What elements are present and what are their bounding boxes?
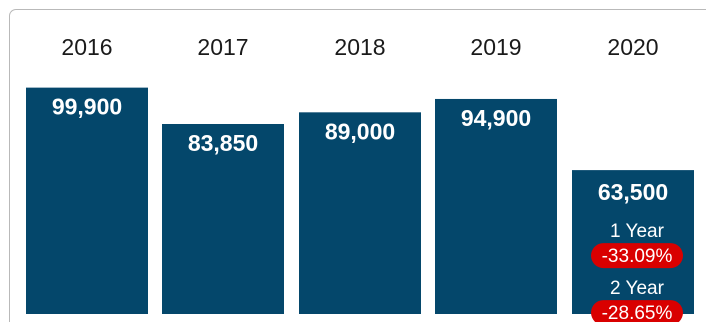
year-label-2016: 2016	[61, 34, 112, 60]
bar-2018	[299, 112, 421, 315]
value-label-2020: 63,500	[598, 179, 668, 205]
value-label-2017: 83,850	[188, 130, 258, 156]
value-label-2016: 99,900	[52, 94, 122, 120]
year-label-2020: 2020	[607, 34, 658, 60]
change-value-1: -33.09%	[602, 246, 673, 267]
year-label-2018: 2018	[334, 34, 385, 60]
bar-2017	[162, 123, 284, 314]
change-value-2: -28.65%	[602, 303, 673, 322]
bar-2020	[572, 170, 694, 314]
bar-2019	[435, 98, 557, 314]
chart-panel	[9, 9, 706, 322]
change-badge-2	[591, 300, 683, 322]
bar-2016	[26, 87, 148, 314]
change-label-1: 1 Year	[610, 221, 665, 242]
value-label-2018: 89,000	[325, 118, 395, 144]
year-label-2019: 2019	[470, 34, 521, 60]
year-label-2017: 2017	[197, 34, 248, 60]
change-badge-1	[591, 243, 683, 269]
value-label-2019: 94,900	[461, 105, 531, 131]
change-label-2: 2 Year	[610, 278, 665, 299]
